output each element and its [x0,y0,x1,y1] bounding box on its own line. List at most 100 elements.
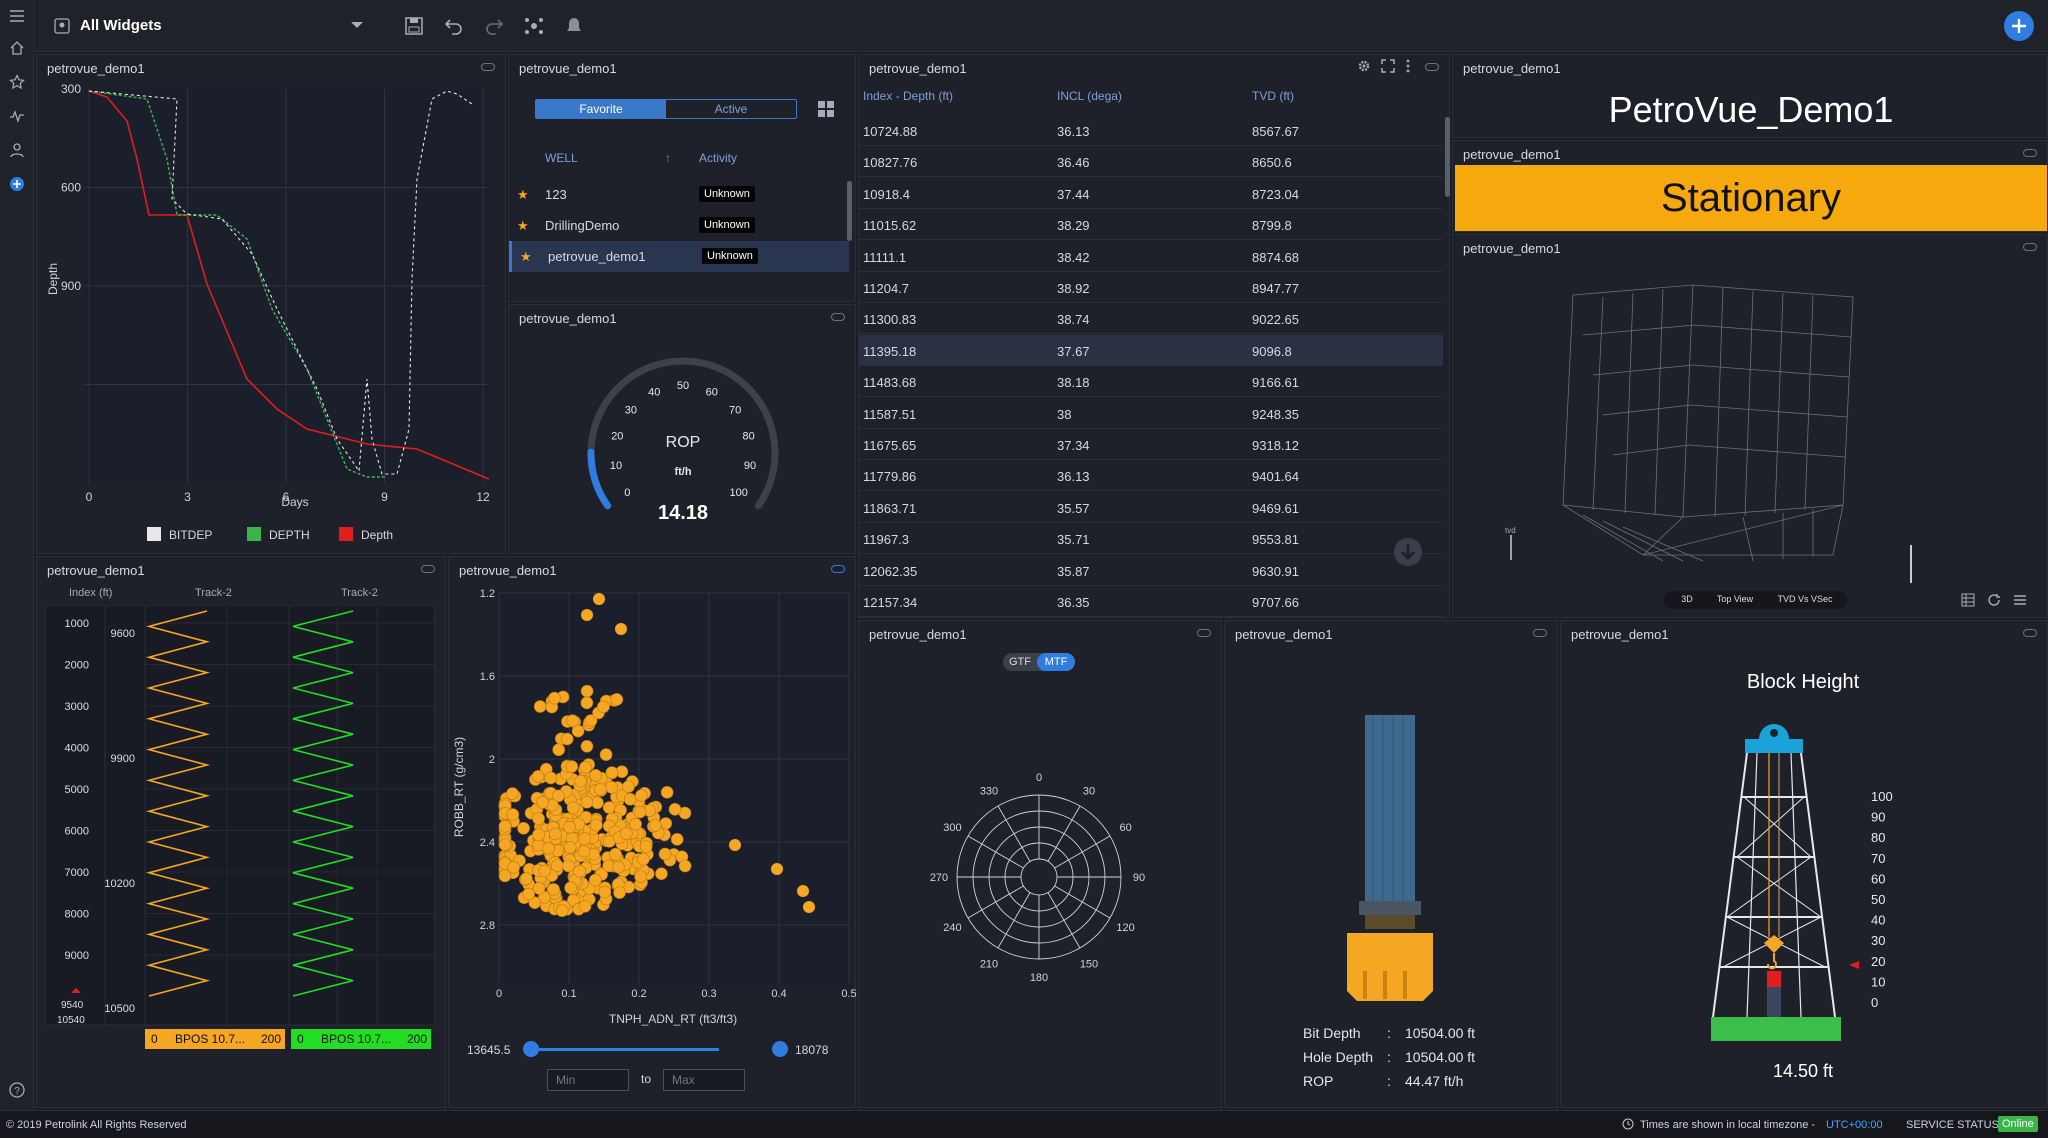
scatter-point [588,873,602,887]
scroll-down-icon[interactable] [1393,537,1423,567]
scatter-point [636,852,650,866]
table-row[interactable]: 12157.34 36.35 9707.66 [859,586,1443,617]
btn-top-view[interactable]: Top View [1716,594,1754,604]
range-slider-track[interactable] [529,1048,719,1051]
tab-active[interactable]: Active [714,102,748,116]
btn-tvd-vsec[interactable]: TVD Vs VSec [1777,594,1833,604]
link-icon[interactable] [1197,629,1211,637]
max-input[interactable] [663,1069,745,1091]
link-icon[interactable] [481,63,495,71]
well-row[interactable]: ★ 123 Unknown [509,179,849,210]
scatter-point [532,812,545,825]
link-icon[interactable] [831,565,845,573]
star-icon[interactable]: ★ [517,218,529,233]
table-row[interactable]: 10724.88 36.13 8567.67 [859,115,1443,146]
add-widget-button[interactable] [2004,11,2034,41]
table-row[interactable]: 11967.3 35.71 9553.81 [859,523,1443,555]
home-icon[interactable] [9,40,25,56]
track-footer-b[interactable]: 0 BPOS 10.7... 200 [291,1029,431,1049]
range-slider-min-handle[interactable] [523,1041,539,1057]
layout-icon[interactable] [524,16,544,36]
col-header-tvd[interactable]: TVD (ft) [1252,89,1294,103]
link-icon[interactable] [2023,243,2037,251]
grid-view-icon[interactable] [817,100,835,118]
table-row[interactable]: 11779.86 36.13 9401.64 [859,460,1443,492]
table-cell: 9166.61 [1252,375,1299,391]
user-icon[interactable] [9,142,25,158]
table-cell: 10918.4 [863,186,910,202]
menu-icon[interactable] [2013,593,2027,607]
timezone-value[interactable]: UTC+00:00 [1826,1119,1883,1131]
table-row[interactable]: 11204.7 38.92 8947.77 [859,272,1443,303]
crossplot-xlabel: TNPH_ADN_RT (ft3/ft3) [609,1012,737,1026]
btn-3d[interactable]: 3D [1681,594,1693,604]
more-icon[interactable] [1405,59,1411,73]
table-row[interactable]: 12062.35 35.87 9630.91 [859,555,1443,586]
table-row[interactable]: 11675.65 37.34 9318.12 [859,429,1443,460]
track-footer-a[interactable]: 0 BPOS 10.7... 200 [145,1029,285,1049]
well-row[interactable]: ★ DrillingDemo Unknown [509,210,849,241]
table-row[interactable]: 11587.51 38 9248.35 [859,398,1443,429]
refresh-icon[interactable] [1987,593,2001,607]
range-slider-max-handle[interactable] [772,1041,788,1057]
activity-badge: Unknown [702,248,758,264]
table-cell: 36.35 [1057,595,1090,610]
btn-gtf[interactable]: GTF [1009,656,1031,668]
table-row[interactable]: 11015.62 38.29 8799.8 [859,209,1443,241]
col-activity[interactable]: Activity [699,151,738,165]
star-icon[interactable]: ★ [517,187,529,202]
col-header-depth[interactable]: Index - Depth (ft) [863,89,954,103]
scrollbar[interactable] [1445,117,1450,197]
link-icon[interactable] [421,565,435,573]
table-row[interactable]: 10827.76 36.46 8650.6 [859,146,1443,178]
link-icon[interactable] [2023,149,2037,157]
scrollbar[interactable] [847,181,852,241]
link-icon[interactable] [831,313,845,321]
star-icon[interactable] [9,74,25,90]
chevron-down-icon[interactable] [350,20,364,30]
min-input[interactable] [547,1069,629,1091]
legend-label-depth[interactable]: DEPTH [269,528,310,542]
table-row[interactable]: 11300.83 38.74 9022.65 [859,303,1443,335]
bell-icon[interactable] [564,16,584,36]
table-row[interactable]: 10918.4 37.44 8723.04 [859,178,1443,209]
col-header-incl[interactable]: INCL (dega) [1057,89,1122,103]
redo-icon[interactable] [484,16,504,36]
block-height-panel: petrovue_demo1 Block Height 100 90 80 70 60 5… [1560,620,2048,1108]
x-tick-label: 6 [283,490,290,504]
scatter-point [498,838,512,851]
scatter-point [571,724,585,738]
link-icon[interactable] [1533,629,1547,637]
legend-label-depth-red[interactable]: Depth [361,528,394,542]
link-icon[interactable] [2023,629,2037,637]
link-icon[interactable] [1425,63,1439,71]
sort-icon[interactable]: ↑ [665,151,671,165]
gauge-tick-label: 40 [648,386,660,398]
tab-favorite[interactable]: Favorite [536,100,666,118]
log-tracks: 1000 2000 3000 4000 5000 6000 7000 8000 9000 960… [44,605,436,1026]
menu-icon[interactable] [9,8,25,24]
well-row-selected[interactable]: ★ petrovue_demo1 Unknown [509,241,849,272]
star-icon[interactable]: ★ [520,249,532,264]
table-row[interactable]: 11863.71 35.57 9469.61 [859,492,1443,523]
scatter-point [538,864,551,878]
table-row[interactable]: 11395.18 37.67 9096.8 [859,334,1443,366]
legend-label-bitdep[interactable]: BITDEP [169,528,213,542]
table-cell: 11395.18 [863,343,917,359]
btn-mtf[interactable]: MTF [1037,653,1075,671]
help-icon[interactable]: ? [9,1082,25,1098]
table-cell: 36.46 [1057,155,1090,171]
save-icon[interactable] [404,16,424,36]
table-cell: 38.18 [1057,375,1090,391]
add-circle-icon[interactable] [9,176,25,192]
undo-icon[interactable] [444,16,464,36]
expand-icon[interactable] [1381,59,1395,73]
activity-icon[interactable] [9,108,25,124]
col-well[interactable]: WELL [545,151,578,165]
scale-tick: 0 [1871,995,1878,1010]
scatter-point [506,808,520,821]
table-icon[interactable] [1961,593,1975,607]
gear-icon[interactable] [1357,59,1371,73]
table-row[interactable]: 11111.1 38.42 8874.68 [859,241,1443,272]
table-row[interactable]: 11483.68 38.18 9166.61 [859,366,1443,398]
